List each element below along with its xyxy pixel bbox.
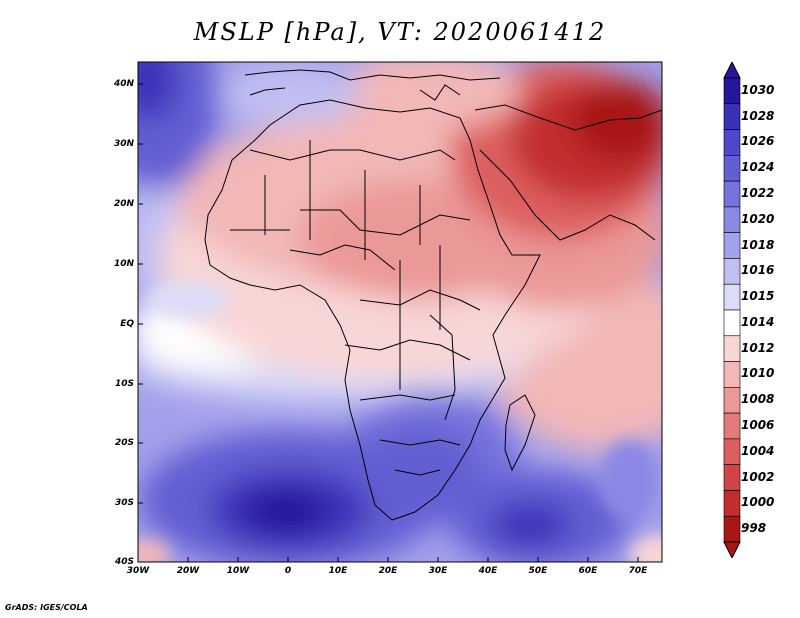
colorbar-label: 1012 <box>741 340 775 355</box>
lat-tick-label: 30S <box>114 498 134 508</box>
lat-tick-label: 30N <box>113 139 134 149</box>
map-frame <box>137 61 663 563</box>
lon-tick-label: 20W <box>176 566 200 576</box>
colorbar-swatch <box>723 490 741 517</box>
colorbar-label: 1026 <box>741 134 775 149</box>
lat-tick-label: 10S <box>114 379 134 389</box>
pressure-field <box>138 62 662 562</box>
colorbar-label: 1002 <box>741 469 775 484</box>
lat-tick-label: 10N <box>113 259 134 269</box>
colorbar-label: 1028 <box>741 108 775 123</box>
colorbar-label: 998 <box>741 521 767 536</box>
colorbar-swatch <box>723 283 741 311</box>
colorbar-swatch <box>723 129 741 156</box>
colorbar-swatch <box>723 412 741 440</box>
lon-tick-label: 20E <box>378 566 398 576</box>
colorbar-label: 1024 <box>741 160 775 175</box>
colorbar-label: 1000 <box>741 495 775 510</box>
colorbar-label: 1020 <box>741 211 775 226</box>
lat-tick-label: EQ <box>120 319 134 329</box>
colorbar-swatch <box>723 515 741 543</box>
lon-tick-label: 30W <box>126 566 150 576</box>
colorbar-swatch <box>723 232 741 259</box>
colorbar-swatch <box>723 438 741 465</box>
colorbar-label: 1004 <box>741 443 775 458</box>
lon-tick-label: 30E <box>428 566 448 576</box>
colorbar-label: 1014 <box>741 314 775 329</box>
colorbar-top-arrow <box>723 62 741 79</box>
lon-tick-label: 40E <box>478 566 498 576</box>
lat-tick-label: 40N <box>113 79 134 89</box>
lon-tick-label: 60E <box>578 566 598 576</box>
map-title: MSLP [hPa], VT: 2020061412 <box>193 18 607 46</box>
colorbar-label: 1030 <box>741 82 775 97</box>
axis-ticks <box>138 83 639 562</box>
colorbar-swatch <box>723 258 741 285</box>
lat-tick-label: 20S <box>114 438 134 448</box>
colorbar-label: 1018 <box>741 237 775 252</box>
colorbar-swatch <box>723 387 741 414</box>
colorbar-swatch <box>723 335 741 362</box>
colorbar-label: 1008 <box>741 392 775 407</box>
colorbar-swatch <box>723 309 741 337</box>
lat-tick-label: 20N <box>113 199 134 209</box>
colorbar-swatch <box>723 464 741 491</box>
colorbar-swatch <box>723 361 741 388</box>
colorbar-label: 1016 <box>741 263 775 278</box>
colorbar-swatch <box>723 155 741 182</box>
colorbar-label: 1022 <box>741 186 775 200</box>
colorbar-swatch <box>723 103 741 130</box>
colorbar <box>723 62 741 558</box>
lon-tick-label: 70E <box>628 566 648 576</box>
colorbar-label: 1010 <box>741 366 775 381</box>
colorbar-label: 1006 <box>741 418 775 432</box>
colorbar-swatch <box>723 206 741 233</box>
lat-tick-label: 40S <box>114 557 134 567</box>
lon-tick-label: 0 <box>284 566 292 576</box>
colorbar-bottom-arrow <box>723 541 741 558</box>
colorbar-swatch <box>723 77 741 105</box>
footer-credit: GrADS: IGES/COLA <box>5 603 88 612</box>
colorbar-swatch <box>723 180 741 208</box>
lon-tick-label: 10E <box>328 566 348 576</box>
coastline-outline <box>204 69 662 521</box>
lon-tick-label: 10W <box>226 566 250 576</box>
lon-tick-label: 50E <box>528 566 548 576</box>
colorbar-label: 1015 <box>741 289 775 304</box>
